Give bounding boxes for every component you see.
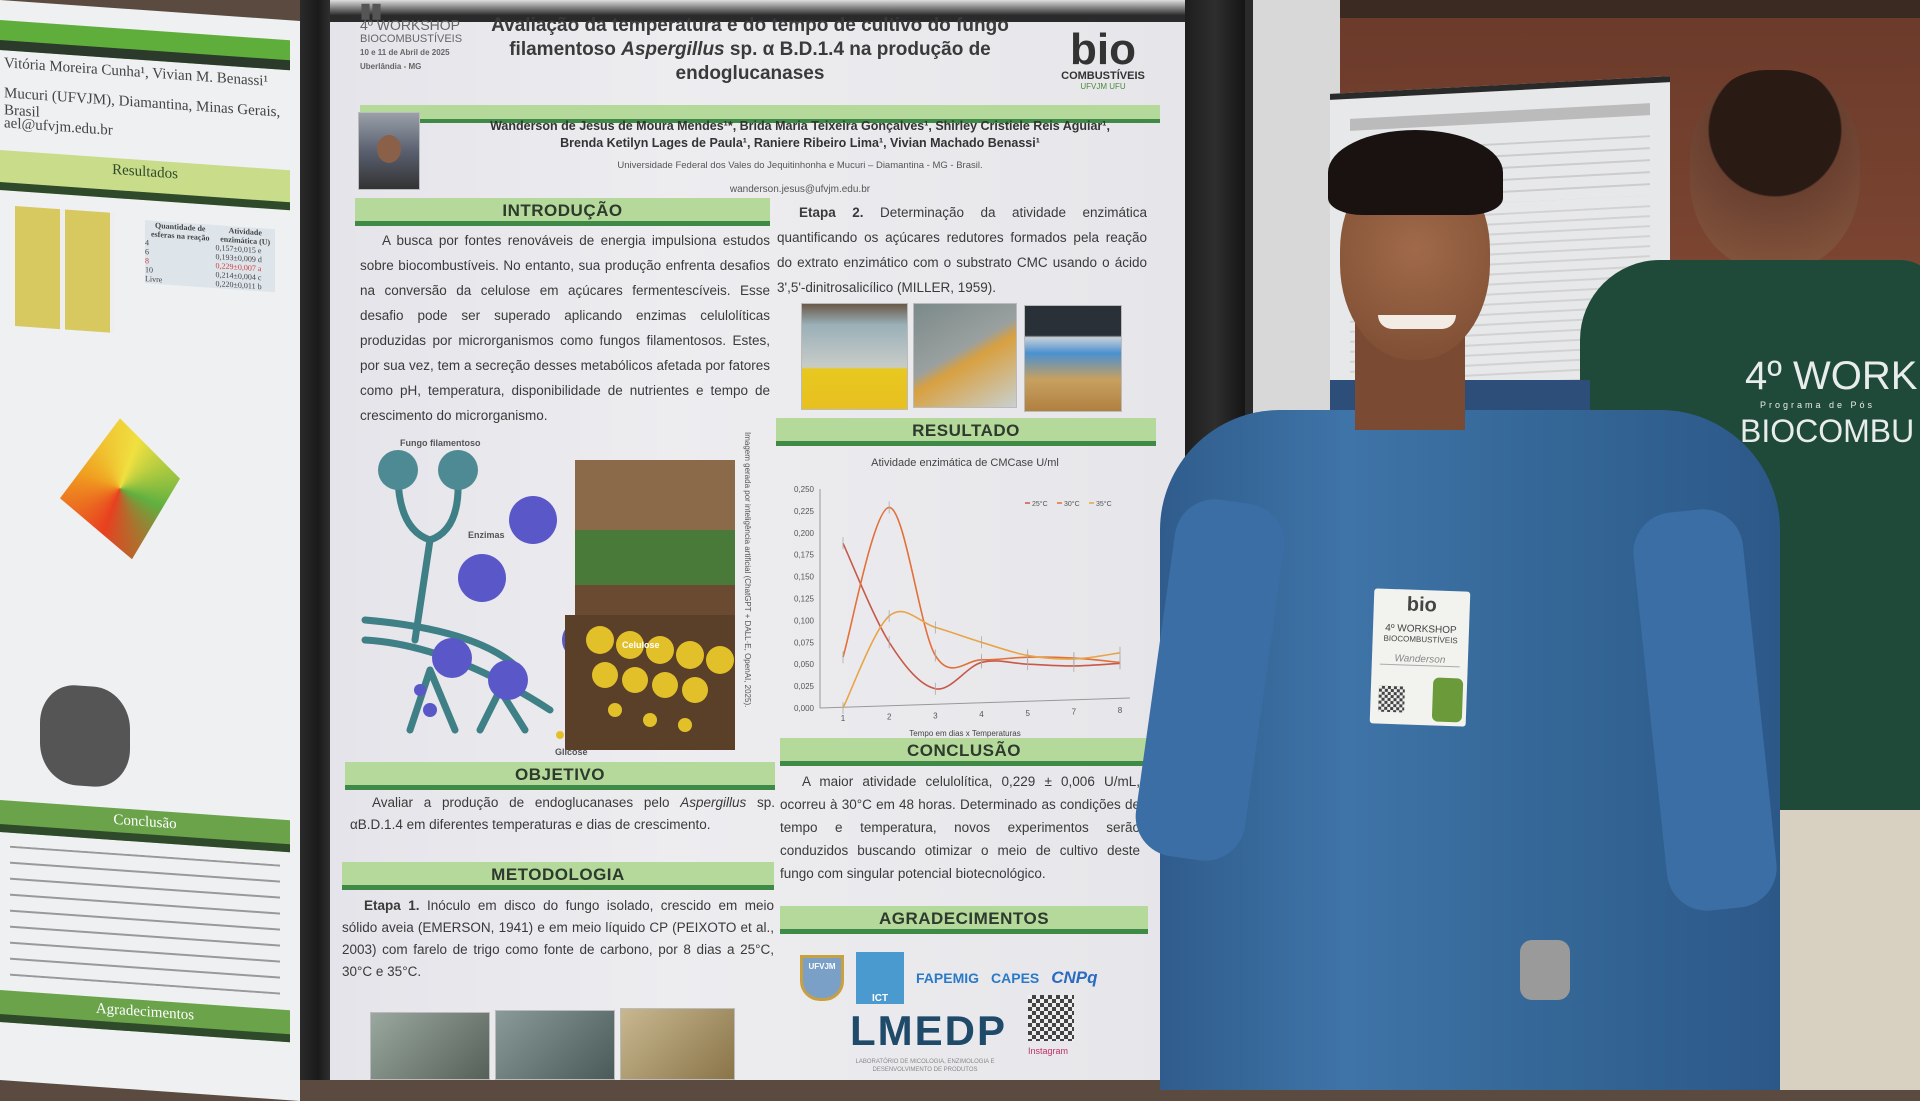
result-photo-reader xyxy=(1024,305,1122,412)
methodology-step1: Etapa 1. Inóculo em disco do fungo isola… xyxy=(342,898,774,979)
y-tick-label: 0,050 xyxy=(794,660,815,669)
name-badge: bio 4º WORKSHOP BIOCOMBUSTÍVEIS Wanderso… xyxy=(1369,588,1471,727)
left-poster-micrograph xyxy=(40,682,130,790)
x-axis xyxy=(819,697,1131,709)
y-tick-label: 0,100 xyxy=(794,616,815,625)
cellulose-block xyxy=(556,460,735,750)
methodology-heading: METODOLOGIA xyxy=(342,862,774,890)
y-tick-label: 0,125 xyxy=(794,595,815,604)
poster-title: Avaliação da temperatura e do tempo de c… xyxy=(491,15,1009,84)
author-photo xyxy=(358,112,420,190)
y-tick-label: 0,225 xyxy=(794,507,815,516)
label-enzymes: Enzimas xyxy=(468,530,505,540)
workshop-logo: ▮▮ 4º WORKSHOP BIOCOMBUSTÍVEIS 10 e 11 d… xyxy=(360,0,480,74)
result-heading: RESULTADO xyxy=(776,418,1156,446)
biocombustiveis-logo: bio COMBUSTÍVEIS UFVJM UFU xyxy=(1061,25,1145,92)
x-tick-label: 2 xyxy=(887,713,892,722)
contact-email: wanderson.jesus@ufvjm.edu.br xyxy=(729,184,871,195)
result-photo-plate xyxy=(913,303,1017,408)
chart-svg: Atividade enzimática de CMCase U/ml 0,000… xyxy=(794,457,1131,738)
y-tick-label: 0,000 xyxy=(794,704,815,713)
figure-illustration: Fungo filamentoso Enzimas Celulose Glico… xyxy=(361,438,735,757)
left-poster-3d-plot xyxy=(60,414,180,562)
poster-top-edge xyxy=(330,0,1185,22)
cnpq-logo: CNPq xyxy=(1051,968,1098,987)
x-tick-label: 1 xyxy=(841,714,846,723)
enzyme-activity-chart: Atividade enzimática de CMCase U/ml 0,000… xyxy=(775,450,1155,740)
x-tick-label: 3 xyxy=(933,711,938,720)
left-poster-ack-heading: Agradecimentos xyxy=(0,990,290,1043)
x-tick-label: 5 xyxy=(1025,709,1030,718)
series-line-30°C xyxy=(842,506,1121,669)
method-photo-3 xyxy=(620,1008,735,1080)
intro-text: A busca por fontes renováveis de energia… xyxy=(360,233,770,423)
conclusion-text: A maior atividade celulolítica, 0,229 ± … xyxy=(780,774,1140,881)
wristwatch-icon xyxy=(1520,940,1570,1000)
qr-code[interactable] xyxy=(1028,995,1074,1041)
ceiling-beam xyxy=(1180,0,1920,18)
legend-label: 35°C xyxy=(1096,500,1112,508)
workshop-logo-icon: ▮▮ xyxy=(360,0,383,22)
fapemig-logo: FAPEMIG xyxy=(916,970,980,986)
spore-head-icon xyxy=(378,450,418,490)
legend-label: 30°C xyxy=(1064,500,1080,508)
sponsor-logos: UFVJM ICT FAPEMIG CAPES CNPq xyxy=(800,948,1160,1008)
method-photo-1 xyxy=(370,1012,490,1080)
objective-heading: OBJETIVO xyxy=(345,762,775,790)
badge-leaf-graphic xyxy=(1431,677,1464,723)
ufvjm-logo: UFVJM xyxy=(800,955,844,1001)
result-photo-tubes xyxy=(801,303,908,410)
presenter-smile xyxy=(1378,315,1456,329)
x-tick-label: 8 xyxy=(1118,706,1123,715)
background-board xyxy=(1245,0,1340,430)
ict-logo: ICT xyxy=(856,952,904,1004)
y-tick-label: 0,150 xyxy=(794,573,815,582)
figure-credit: Imagem gerada por inteligência artificia… xyxy=(743,432,752,708)
presenter-hair xyxy=(1328,130,1503,215)
header-divider xyxy=(360,105,1160,123)
authors: Wanderson de Jesus de Moura Mendes¹*, Br… xyxy=(490,119,1110,150)
y-tick-label: 0,250 xyxy=(794,485,815,494)
intro-heading: INTRODUÇÃO xyxy=(355,198,770,226)
x-tick-label: 7 xyxy=(1072,708,1077,717)
label-cellulose: Celulose xyxy=(622,640,660,650)
method-photo-2 xyxy=(495,1010,615,1080)
left-poster-conclusion-heading: Conclusão xyxy=(0,800,290,853)
badge-qr-code xyxy=(1378,685,1405,713)
objective-text: Avaliar a produção de endoglucanases pel… xyxy=(350,795,775,832)
x-axis-label: Tempo em dias x Temperaturas xyxy=(909,729,1020,738)
y-tick-label: 0,025 xyxy=(794,682,815,691)
instagram-label: Instagram xyxy=(1028,1046,1069,1056)
label-glucose: Glicose xyxy=(555,747,588,757)
label-fungus: Fungo filamentoso xyxy=(400,438,481,448)
conclusion-heading: CONCLUSÃO xyxy=(780,738,1148,766)
legend-label: 25°C xyxy=(1032,500,1048,508)
affiliation: Universidade Federal dos Vales do Jequit… xyxy=(617,160,983,171)
main-poster: ▮▮ 4º WORKSHOP BIOCOMBUSTÍVEIS 10 e 11 d… xyxy=(330,0,1185,1080)
left-poster-table: Quantidade de esferas na reação Atividade… xyxy=(145,220,275,293)
figure-fungus-cellulose: Fungo filamentoso Enzimas Celulose Glico… xyxy=(360,430,740,760)
methodology-step2: Etapa 2. Determinação da atividade enzim… xyxy=(777,205,1147,295)
left-poster-results-heading: Resultados xyxy=(0,150,290,211)
spore-head-icon xyxy=(438,450,478,490)
presenter xyxy=(1130,130,1781,1090)
left-poster-photos xyxy=(15,206,115,334)
y-tick-label: 0,200 xyxy=(794,529,815,538)
capes-logo: CAPES xyxy=(991,970,1040,986)
lmedp-logo: LMEDP xyxy=(850,1007,1007,1054)
chart-title: Atividade enzimática de CMCase U/ml xyxy=(871,457,1059,469)
person-background-head xyxy=(1690,70,1860,270)
left-poster-conclusion-text xyxy=(10,845,280,995)
x-tick-label: 4 xyxy=(979,710,984,719)
left-poster: Vitória Moreira Cunha¹, Vivian M. Benass… xyxy=(0,0,300,1101)
acknowledgements-heading: AGRADECIMENTOS xyxy=(780,906,1148,934)
y-tick-label: 0,175 xyxy=(794,551,815,560)
y-tick-label: 0,075 xyxy=(794,638,815,647)
lab-name: LABORATÓRIO DE MICOLOGIA, ENZIMOLOGIA E … xyxy=(855,1059,995,1073)
